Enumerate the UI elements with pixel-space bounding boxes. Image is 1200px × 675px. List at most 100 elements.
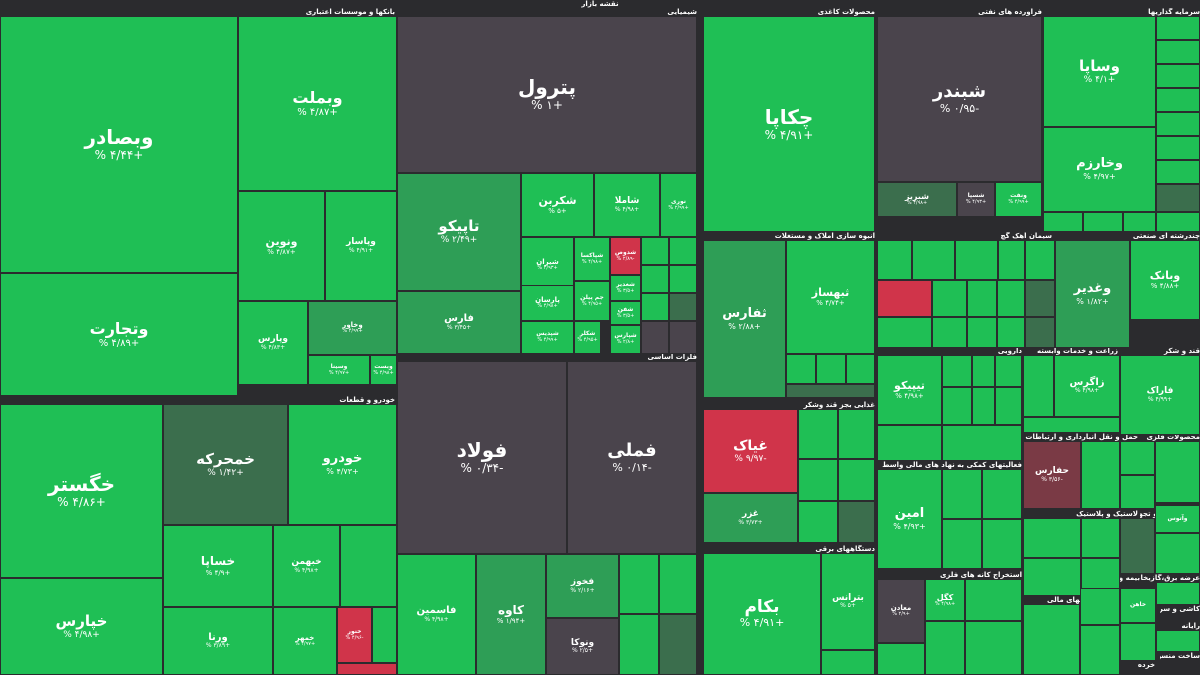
tile-change: +۲/۴۹ % bbox=[440, 235, 478, 246]
treemap-tile bbox=[1081, 441, 1120, 509]
tile-change: +۴/۹۹ % bbox=[1008, 199, 1029, 206]
sector-label: سرمایه گذاریها bbox=[1043, 8, 1200, 17]
tile-name: کگل bbox=[936, 592, 954, 602]
tile-change: +۱/۸۲ % bbox=[1076, 296, 1109, 306]
treemap-tile bbox=[1156, 16, 1200, 40]
sector-label: محصولات کاغذی bbox=[700, 8, 875, 17]
tile-change: +۴/۹۸ % bbox=[614, 205, 640, 213]
treemap-tile bbox=[877, 240, 912, 280]
treemap-tile bbox=[965, 579, 1022, 621]
treemap-tile bbox=[1156, 582, 1200, 605]
tile-change: +۴/۸۷ % bbox=[267, 248, 296, 257]
tile-change: +۲/۹۹ % bbox=[668, 204, 689, 211]
treemap-tile bbox=[1080, 588, 1120, 625]
sector-label: عرضه برق،گازبخار bbox=[1140, 574, 1200, 583]
treemap-tile: کاوه +۱/۹۴ % bbox=[476, 554, 546, 675]
treemap-tile bbox=[1156, 160, 1200, 184]
treemap-tile: پارسان +۴/۹۸ % bbox=[521, 285, 574, 321]
tile-change: +۴/۹۸ % bbox=[906, 200, 928, 207]
treemap-tile bbox=[372, 607, 397, 663]
tile-change: +۲/۵ % bbox=[571, 647, 594, 655]
treemap-tile: وتجارت +۴/۸۹ % bbox=[0, 273, 238, 396]
tile-name: شفن bbox=[617, 305, 634, 313]
treemap-tile: پترول +۱ % bbox=[397, 16, 697, 173]
tile-change: +۴/۹۸ % bbox=[581, 258, 603, 265]
treemap-tile: وخارزم +۴/۹۷ % bbox=[1043, 127, 1156, 212]
treemap-tile: بترانس +۵ % bbox=[821, 553, 875, 650]
treemap-tile bbox=[1123, 212, 1156, 232]
treemap-tile: شبندر -۰/۹۵ % bbox=[877, 16, 1042, 182]
tile-change: +۴/۹۸ % bbox=[1074, 387, 1100, 395]
treemap-tile bbox=[1025, 280, 1055, 317]
treemap-tile: خمهر +۴/۹۷ % bbox=[273, 607, 337, 675]
tile-change: -۰/۳۴ % bbox=[460, 461, 504, 476]
tile-change: -۳/۵۶ % bbox=[1041, 475, 1063, 483]
tile-change: +۴/۸۷ % bbox=[297, 106, 338, 118]
treemap-tile: فاسمین +۴/۹۸ % bbox=[397, 554, 476, 675]
treemap-tile bbox=[967, 280, 997, 317]
tile-change: +۴/۹۵ % bbox=[581, 300, 603, 307]
tile-name: شاملا bbox=[614, 196, 640, 207]
tile-change: +۴/۹۸ % bbox=[895, 392, 924, 401]
sector-label: فلزات اساسی bbox=[397, 353, 697, 362]
treemap-tile: خاهن bbox=[1120, 588, 1156, 623]
tile-change: -۰/۱۴ % bbox=[612, 460, 652, 474]
tile-name: شغدیر bbox=[616, 280, 635, 288]
treemap-tile bbox=[846, 354, 875, 384]
treemap-tile bbox=[1081, 518, 1120, 558]
tile-change: +۴/۹۱ % bbox=[764, 127, 814, 142]
sector-label: بانکها و موسسات اعتباری bbox=[0, 8, 395, 17]
tile-change: +۴/۹۸ % bbox=[63, 629, 100, 640]
treemap-tile bbox=[1080, 625, 1120, 675]
treemap-tile bbox=[838, 459, 875, 501]
treemap-tile bbox=[997, 317, 1025, 348]
tile-change: +۴/۸۸ % bbox=[1150, 282, 1180, 291]
tile-name: شپدیس bbox=[536, 330, 559, 338]
tile-name: فولاد bbox=[456, 438, 508, 463]
page-title: نقشه بازار bbox=[581, 0, 619, 8]
treemap-tile bbox=[877, 425, 942, 461]
treemap-tile bbox=[1155, 441, 1200, 503]
treemap-tile: وبانک +۴/۸۸ % bbox=[1130, 240, 1200, 320]
tile-name: حفارس bbox=[1035, 466, 1069, 477]
tile-change: +۴/۷۴ % bbox=[816, 299, 845, 308]
treemap-tile: شکربن +۵ % bbox=[521, 173, 594, 237]
treemap-tile: جم پیلن +۴/۹۵ % bbox=[574, 281, 610, 321]
tile-name: فاراک bbox=[1146, 386, 1174, 397]
tile-name: پارسان bbox=[535, 296, 560, 305]
treemap-tile bbox=[340, 525, 397, 607]
tile-change: +۴/۹۷ % bbox=[328, 369, 350, 376]
treemap-tile bbox=[932, 280, 967, 317]
tile-name: غزر bbox=[742, 509, 759, 520]
treemap-tile bbox=[838, 501, 875, 543]
tile-name: شپاکسا bbox=[580, 251, 604, 259]
treemap-tile bbox=[995, 387, 1022, 425]
treemap-tile bbox=[972, 355, 995, 387]
tile-change: +۴/۸۶ % bbox=[57, 494, 106, 509]
treemap-tile bbox=[877, 280, 932, 317]
treemap-tile bbox=[816, 354, 846, 384]
treemap-tile: وبصادر +۴/۴۴ % bbox=[0, 16, 238, 273]
tile-name: ورنا bbox=[208, 631, 228, 643]
treemap-tile: زاگرس +۴/۹۸ % bbox=[1054, 355, 1120, 417]
treemap-tile: فولاد -۰/۳۴ % bbox=[397, 361, 567, 554]
tile-change: +۴/۹۹ % bbox=[537, 337, 558, 344]
treemap-tile: خمحرکه +۱/۴۲ % bbox=[163, 404, 288, 525]
treemap-tile bbox=[641, 237, 669, 265]
treemap-tile bbox=[997, 280, 1025, 317]
tile-name: وخاور bbox=[342, 321, 363, 330]
tile-change: +۴/۹ % bbox=[205, 568, 231, 577]
treemap-tile bbox=[982, 469, 1022, 519]
treemap-tile bbox=[669, 265, 697, 293]
treemap-tile bbox=[1120, 623, 1156, 661]
tile-name: امین bbox=[894, 505, 925, 521]
tile-name: خگستر bbox=[48, 471, 116, 496]
tile-name: خساپا bbox=[200, 554, 236, 569]
treemap-tile: چکاپا +۴/۹۱ % bbox=[703, 16, 875, 232]
treemap-tile bbox=[1120, 518, 1155, 574]
tile-name: شبندر bbox=[932, 81, 987, 103]
tile-change: +۱/۴۲ % bbox=[207, 467, 244, 478]
treemap-tile bbox=[955, 240, 998, 280]
treemap-tile: وبست +۴/۹۸ % bbox=[370, 355, 397, 385]
treemap-tile: وپارس +۴/۸۳ % bbox=[238, 301, 308, 385]
